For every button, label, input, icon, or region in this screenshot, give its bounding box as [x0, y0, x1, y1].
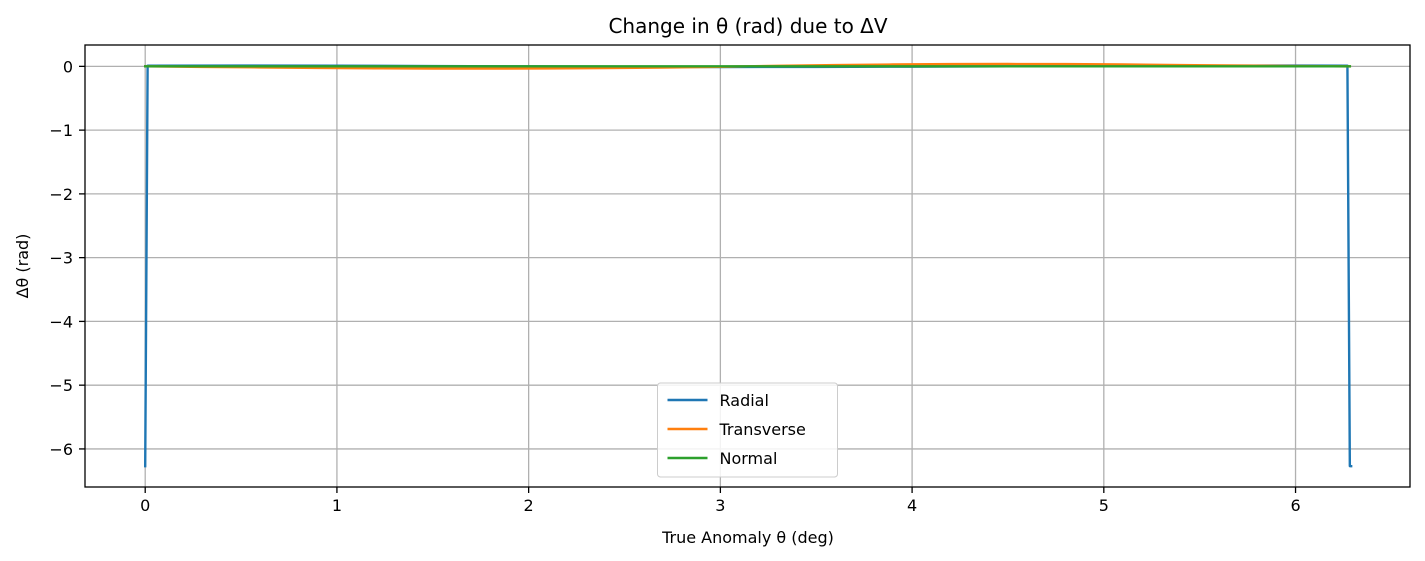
y-tick-label: −2	[49, 185, 73, 204]
y-tick-label: −5	[49, 376, 73, 395]
x-axis-label: True Anomaly θ (deg)	[661, 528, 834, 547]
x-tick-label: 5	[1099, 496, 1109, 515]
series-layer	[143, 62, 1353, 468]
x-tick-label: 6	[1290, 496, 1300, 515]
y-tick-label: −4	[49, 312, 73, 331]
plot-area-frame	[84, 44, 1411, 488]
y-tick-label: −1	[49, 121, 73, 140]
x-tick-label: 1	[332, 496, 342, 515]
y-tick-label: −3	[49, 249, 73, 268]
ticks: 0 1 2 3 4 5 6 0 −1 −2 −3 −4 −5 −6	[49, 57, 1300, 515]
x-tick-label: 3	[715, 496, 725, 515]
legend-label-radial: Radial	[720, 391, 769, 410]
legend-box	[657, 382, 838, 478]
y-tick-label: −6	[49, 440, 73, 459]
legend: Radial Transverse Normal	[657, 382, 838, 478]
legend-label-normal: Normal	[720, 449, 778, 468]
y-tick-label: 0	[63, 57, 73, 76]
x-tick-label: 2	[524, 496, 534, 515]
y-axis-label: Δθ (rad)	[13, 234, 32, 299]
legend-label-transverse: Transverse	[719, 420, 806, 439]
chart-title: Change in θ (rad) due to ΔV	[608, 14, 887, 38]
x-tick-label: 0	[140, 496, 150, 515]
x-tick-label: 4	[907, 496, 917, 515]
